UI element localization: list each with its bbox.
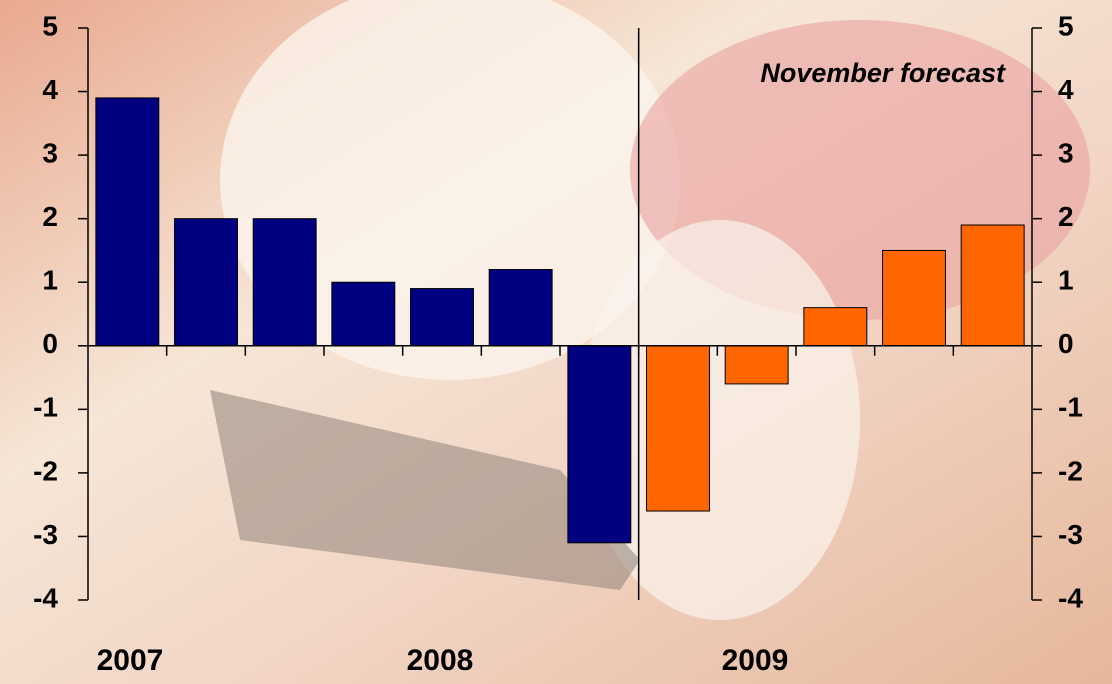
y2-tick-label: -4 [1058, 582, 1083, 613]
year-label: 2008 [407, 644, 474, 677]
bar [646, 345, 710, 512]
bar [174, 218, 238, 347]
y-tick-label: 4 [42, 74, 58, 105]
y-tick-label: -1 [33, 392, 58, 423]
annotation: November forecast [760, 58, 1006, 88]
y-tick-label: 2 [42, 201, 58, 232]
y-tick-label: -4 [33, 582, 58, 613]
y-tick-label: 0 [42, 328, 58, 359]
bar [331, 281, 396, 347]
y2-tick-label: -3 [1058, 519, 1083, 550]
y2-tick-label: 5 [1058, 10, 1074, 41]
y-tick-label: -2 [33, 455, 58, 486]
bar [488, 269, 553, 347]
y2-tick-label: -1 [1058, 392, 1083, 423]
y2-tick-label: 1 [1058, 265, 1074, 296]
bar [252, 218, 317, 347]
year-label: 2009 [722, 644, 789, 677]
y2-tick-label: 2 [1058, 201, 1074, 232]
bar [95, 97, 160, 347]
y-tick-label: 3 [42, 138, 58, 169]
bar [960, 224, 1025, 347]
y2-tick-label: 4 [1058, 74, 1074, 105]
y-tick-label: -3 [33, 519, 58, 550]
bar [803, 307, 868, 347]
background-shape [210, 390, 640, 590]
y-tick-label: 5 [42, 10, 58, 41]
year-label: 2007 [97, 644, 164, 677]
y2-tick-label: 3 [1058, 138, 1074, 169]
y2-tick-label: 0 [1058, 328, 1074, 359]
bar [724, 345, 789, 385]
y2-tick-label: -2 [1058, 455, 1083, 486]
y-tick-label: 1 [42, 265, 58, 296]
bar [882, 249, 946, 347]
bar [567, 345, 632, 544]
bar [410, 288, 474, 347]
background-shape [580, 220, 860, 620]
